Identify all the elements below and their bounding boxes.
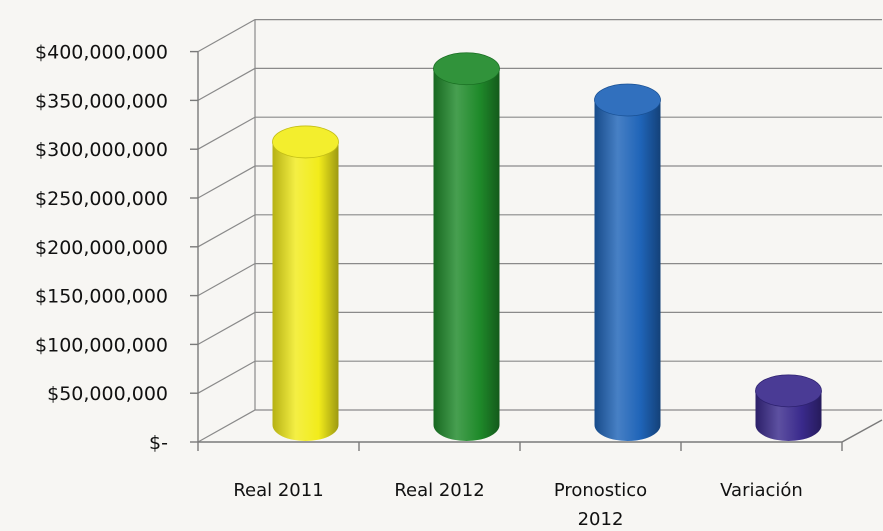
bar-pronostico-2012 (594, 83, 661, 441)
y-tick-label-3: $150,000,000 (35, 286, 168, 308)
x-tick-label-3: Variación (720, 480, 803, 501)
bar-variaci-n (755, 374, 822, 441)
bar-top-2 (594, 83, 661, 117)
bar-top-1 (433, 52, 500, 86)
bar-real-2012 (433, 52, 500, 441)
y-tick-label-8: $400,000,000 (35, 42, 168, 64)
y-tick-label-4: $200,000,000 (35, 237, 168, 259)
bar-real-2011 (272, 125, 339, 441)
y-tick-label-1: $50,000,000 (47, 383, 168, 405)
y-tick-label-0: $- (149, 432, 168, 454)
y-tick-label-7: $350,000,000 (35, 90, 168, 112)
y-tick-label-2: $100,000,000 (35, 334, 168, 356)
x-tick-label-1: Real 2012 (394, 480, 484, 501)
gridline-7 (197, 67, 882, 101)
bar-body-1 (433, 68, 500, 441)
bar-body-2 (594, 99, 661, 441)
x-tick-label-2: Pronostico 2012 (554, 480, 647, 530)
gridline-8 (197, 19, 882, 53)
label-layer: $- $50,000,000 $100,000,000 $150,000,000 $20… (35, 42, 803, 530)
bar-top-3 (755, 374, 822, 408)
x-tick-label-0: Real 2011 (233, 480, 323, 501)
y-tick-label-5: $250,000,000 (35, 188, 168, 210)
y-tick-label-6: $300,000,000 (35, 139, 168, 161)
axis-layer (190, 19, 883, 451)
bar-top-0 (272, 125, 339, 159)
bar-layer (272, 52, 822, 441)
bar-body-0 (272, 141, 339, 441)
